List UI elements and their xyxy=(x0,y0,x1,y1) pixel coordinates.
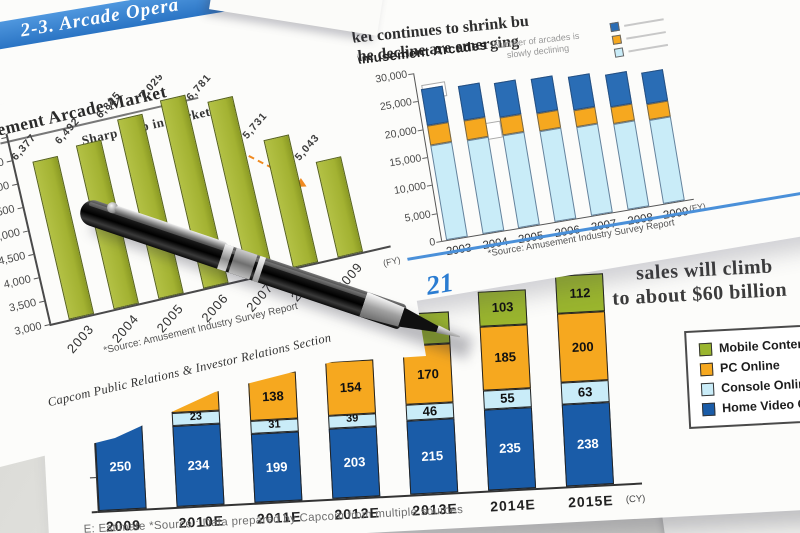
pen-cone xyxy=(398,307,442,339)
pen-tip xyxy=(436,325,461,340)
page-number: 21 xyxy=(423,266,456,301)
